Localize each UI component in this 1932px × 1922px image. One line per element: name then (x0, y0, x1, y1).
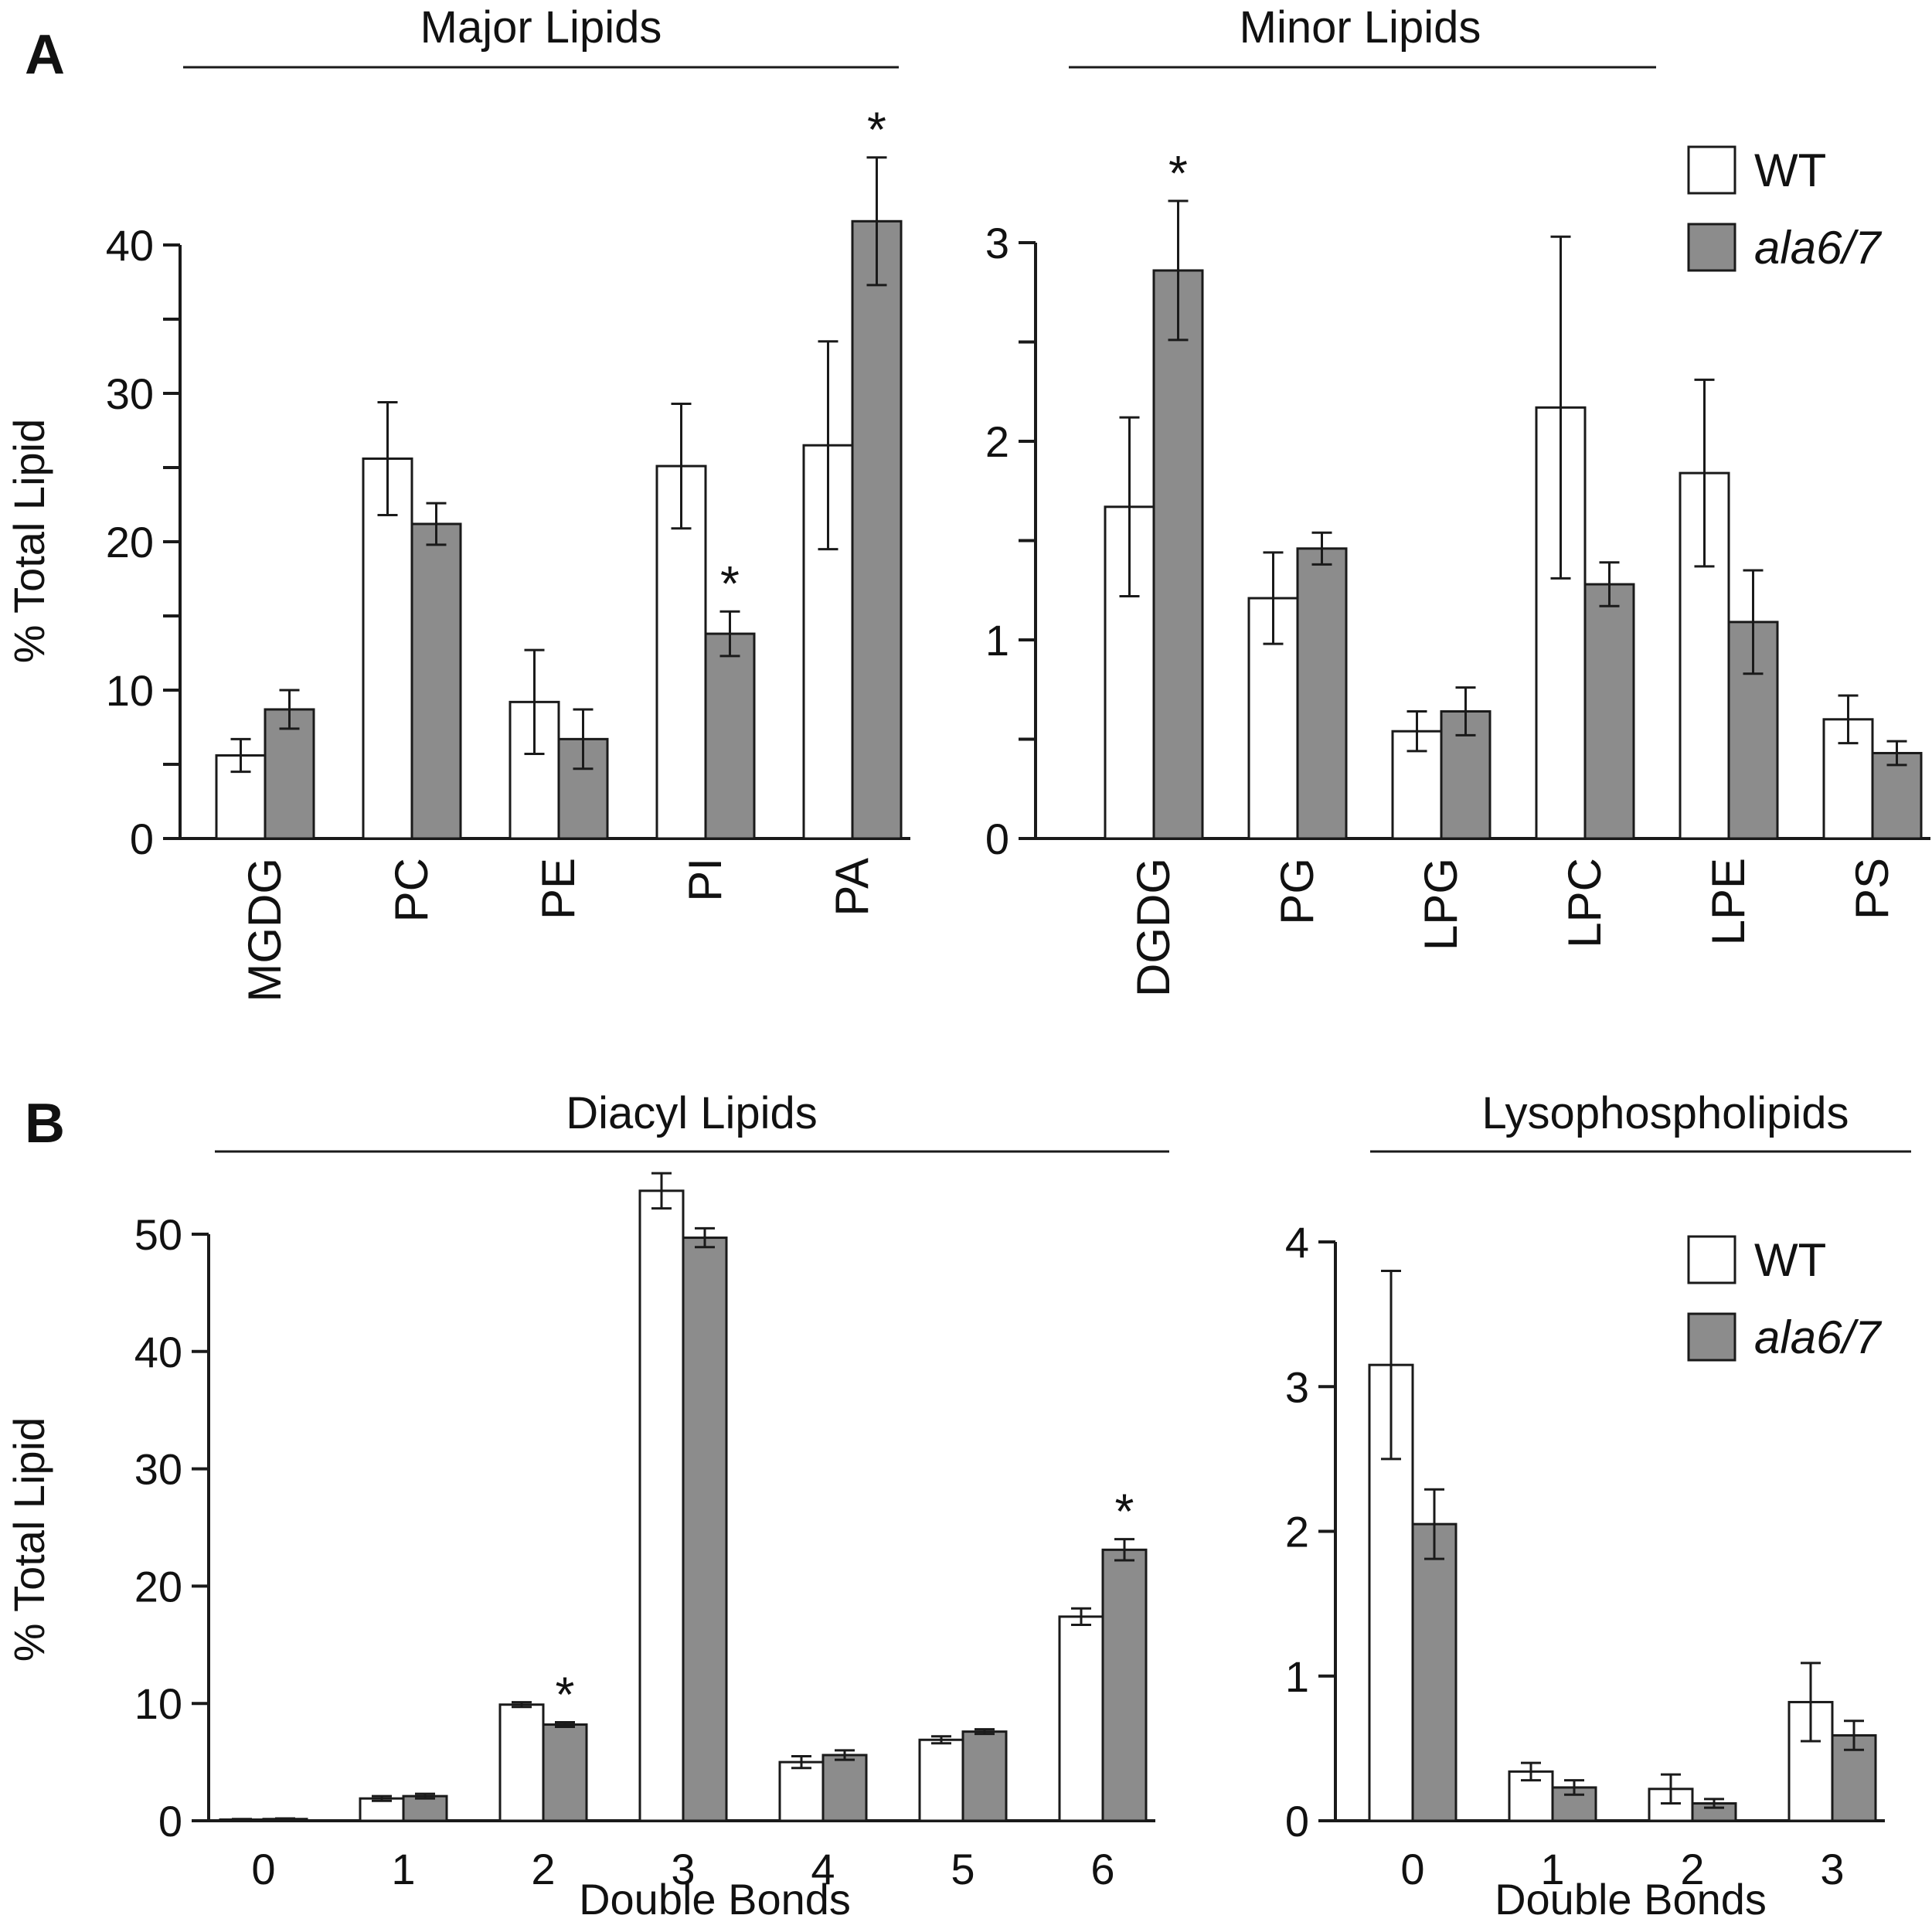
y-tick-label: 50 (134, 1210, 182, 1259)
category-label-3: 3 (1820, 1845, 1844, 1893)
y-tick-label: 0 (158, 1797, 182, 1845)
y-axis-title: % Total Lipid (5, 419, 53, 664)
category-label-pc: PC (386, 858, 437, 922)
diacyl-lipids-chart: Diacyl Lipids 0 10 20 30 40 50 % Total Lipid 0 1 2… (5, 1088, 1169, 1922)
category-label-6: 6 (1090, 1845, 1114, 1893)
bar-ala6-7-pg (1296, 547, 1348, 840)
bar-ala6-7-4 (821, 1754, 868, 1822)
y-tick-label: 30 (106, 369, 154, 418)
category-label-4: 4 (811, 1845, 835, 1893)
legend-label-ala6-7: ala6/7 (1754, 222, 1883, 274)
y-tick-label: 10 (134, 1679, 182, 1728)
category-label-pe: PE (532, 858, 584, 920)
category-label-0: 0 (1400, 1845, 1424, 1893)
panel-label-b: B (25, 1093, 65, 1155)
y-tick-label: 3 (1285, 1362, 1309, 1411)
legend-swatch-ala6-7 (1687, 1312, 1736, 1362)
y-tick-label: 2 (1285, 1508, 1309, 1556)
legend-swatch-wt (1687, 145, 1736, 195)
bar-ala6-7-2 (542, 1723, 588, 1822)
y-tick-label: 20 (106, 518, 154, 566)
bar-ala6-7-lpc (1583, 583, 1635, 840)
significance-star: * (1168, 145, 1188, 201)
category-label-lpg: LPG (1415, 858, 1467, 951)
y-tick-label: 1 (1285, 1652, 1309, 1701)
y-tick-label: 0 (1285, 1797, 1309, 1845)
y-tick-label: 0 (130, 815, 154, 863)
category-label-lpe: LPE (1702, 858, 1754, 945)
legend: WT ala6/7 (1687, 145, 1883, 274)
legend-label-wt: WT (1754, 1234, 1826, 1286)
category-label-mgdg: MGDG (239, 858, 291, 1002)
bar-ala6-7-dgdg (1152, 269, 1204, 840)
category-label-pi: PI (679, 858, 731, 902)
legend-label-ala6-7: ala6/7 (1754, 1311, 1883, 1363)
significance-star: * (556, 1666, 575, 1722)
legend-swatch-ala6-7 (1687, 223, 1736, 272)
y-tick-label: 10 (106, 666, 154, 715)
legend-label-wt: WT (1754, 145, 1826, 196)
bar-wt-2 (498, 1703, 545, 1822)
y-tick-label: 3 (985, 219, 1009, 267)
bar-wt-3 (638, 1189, 685, 1822)
group-title: Diacyl Lipids (566, 1088, 818, 1138)
significance-star: * (1115, 1484, 1134, 1539)
panel-label-a: A (25, 24, 65, 86)
category-label-1: 1 (1540, 1845, 1564, 1893)
significance-star: * (720, 556, 740, 611)
significance-star: * (867, 102, 886, 158)
group-title: Minor Lipids (1240, 2, 1481, 53)
minor-lipids-chart: Minor Lipids 0 1 2 3 DGDG PG LPG LPC LPE PS * WT ala6… (985, 2, 1930, 997)
y-tick-label: 1 (985, 616, 1009, 665)
legend: WT ala6/7 (1687, 1234, 1883, 1363)
y-tick-label: 0 (985, 815, 1009, 863)
lysophospholipids-chart: Lysophospholipids 0 1 2 3 4 0 1 2 3 Double Bonds WT… (1285, 1088, 1911, 1922)
bar-ala6-7-1 (402, 1794, 448, 1822)
bar-wt-4 (778, 1760, 825, 1822)
x-axis-title: Double Bonds (579, 1875, 851, 1922)
bar-ala6-7-ps (1871, 751, 1923, 840)
bar-ala6-7-pc (410, 522, 462, 840)
category-label-5: 5 (951, 1845, 975, 1893)
bar-ala6-7-6 (1101, 1548, 1148, 1822)
bar-ala6-7-0 (1411, 1522, 1458, 1822)
bar-wt-5 (918, 1738, 964, 1822)
group-title: Lysophospholipids (1481, 1088, 1849, 1138)
legend-swatch-wt (1687, 1235, 1736, 1284)
category-label-ps: PS (1846, 858, 1898, 920)
bar-ala6-7-pa (851, 219, 903, 840)
x-axis-title: Double Bonds (1495, 1875, 1767, 1922)
category-label-2: 2 (1680, 1845, 1704, 1893)
y-tick-label: 30 (134, 1445, 182, 1494)
bar-ala6-7-3 (682, 1237, 728, 1822)
y-tick-label: 4 (1285, 1218, 1309, 1267)
y-tick-label: 20 (134, 1562, 182, 1611)
bar-ala6-7-5 (961, 1730, 1008, 1822)
category-label-pa: PA (826, 858, 878, 917)
category-label-2: 2 (531, 1845, 555, 1893)
major-lipids-chart: Major Lipids 0 10 20 30 40 % Total Lipid MGDG PC… (5, 2, 910, 1002)
category-label-1: 1 (391, 1845, 415, 1893)
bar-wt-6 (1058, 1615, 1104, 1822)
y-tick-label: 40 (134, 1328, 182, 1376)
category-label-lpc: LPC (1559, 858, 1611, 948)
bar-wt-1 (359, 1797, 405, 1822)
category-label-3: 3 (671, 1845, 695, 1893)
group-title: Major Lipids (420, 2, 662, 53)
y-axis-title: % Total Lipid (5, 1417, 53, 1662)
category-label-0: 0 (251, 1845, 275, 1893)
y-tick-label: 40 (106, 221, 154, 270)
category-label-pg: PG (1271, 858, 1323, 925)
category-label-dgdg: DGDG (1128, 858, 1179, 997)
y-tick-label: 2 (985, 417, 1009, 466)
bar-ala6-7-pi (704, 632, 756, 840)
